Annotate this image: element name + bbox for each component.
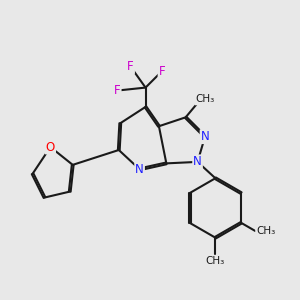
Text: CH₃: CH₃ [195, 94, 214, 104]
Text: F: F [159, 65, 165, 78]
Text: F: F [128, 60, 134, 73]
Text: N: N [201, 130, 209, 143]
Text: CH₃: CH₃ [206, 256, 225, 266]
Text: O: O [46, 140, 55, 154]
Text: N: N [135, 163, 144, 176]
Text: CH₃: CH₃ [256, 226, 275, 236]
Text: F: F [114, 84, 121, 97]
Text: N: N [193, 155, 202, 168]
